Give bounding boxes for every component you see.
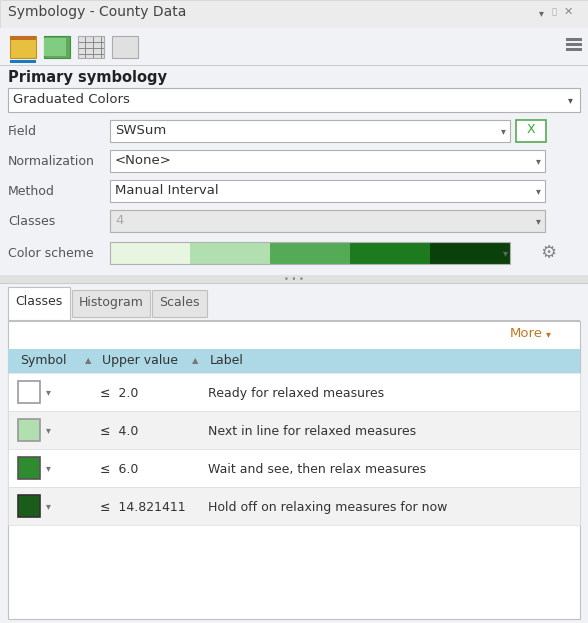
Text: ▾: ▾: [45, 501, 51, 511]
Text: Hold off on relaxing measures for now: Hold off on relaxing measures for now: [208, 501, 447, 514]
Bar: [44, 38, 66, 56]
Bar: [566, 48, 582, 50]
Text: ≤  4.0: ≤ 4.0: [100, 425, 138, 438]
Bar: [8, 373, 580, 411]
Text: Classes: Classes: [15, 295, 63, 308]
Bar: [350, 242, 430, 264]
Bar: [8, 88, 580, 112]
Bar: [18, 495, 40, 517]
Text: ▾: ▾: [45, 387, 51, 397]
Bar: [430, 242, 510, 264]
Text: Color scheme: Color scheme: [8, 247, 93, 260]
Text: Symbology - County Data: Symbology - County Data: [8, 5, 186, 19]
Bar: [18, 381, 40, 403]
Text: Upper value: Upper value: [102, 354, 178, 367]
Bar: [516, 120, 546, 142]
Text: X: X: [527, 123, 535, 136]
Bar: [10, 34, 38, 64]
Bar: [0, 28, 588, 78]
Text: More: More: [510, 327, 543, 340]
Text: Method: Method: [8, 185, 55, 198]
Bar: [566, 38, 582, 40]
Text: <None>: <None>: [115, 154, 172, 167]
Text: SWSum: SWSum: [115, 124, 166, 137]
Bar: [110, 180, 545, 202]
Text: Histogram: Histogram: [79, 296, 143, 309]
Bar: [0, 275, 588, 283]
Bar: [72, 290, 150, 317]
Text: ✕: ✕: [563, 7, 573, 17]
Bar: [8, 320, 580, 321]
Bar: [110, 210, 545, 232]
Bar: [112, 36, 138, 58]
Bar: [0, 65, 588, 66]
Bar: [0, 0, 588, 28]
Text: Primary symbology: Primary symbology: [8, 70, 167, 85]
Text: ▲: ▲: [192, 356, 198, 366]
Bar: [10, 36, 36, 58]
Text: Ready for relaxed measures: Ready for relaxed measures: [208, 387, 384, 400]
Bar: [10, 60, 36, 63]
Bar: [0, 283, 588, 284]
Text: Manual Interval: Manual Interval: [115, 184, 219, 197]
Bar: [110, 242, 190, 264]
Text: Next in line for relaxed measures: Next in line for relaxed measures: [208, 425, 416, 438]
Bar: [44, 36, 70, 58]
Text: Field: Field: [8, 125, 37, 138]
Bar: [8, 321, 580, 619]
Text: • • •: • • •: [284, 275, 304, 283]
Text: Wait and see, then relax measures: Wait and see, then relax measures: [208, 463, 426, 476]
Text: ⚙: ⚙: [540, 244, 556, 262]
Text: ≤  2.0: ≤ 2.0: [100, 387, 138, 400]
Text: ▾: ▾: [536, 186, 541, 196]
Text: Classes: Classes: [8, 215, 55, 228]
Text: Symbol: Symbol: [20, 354, 66, 367]
Text: ▾: ▾: [536, 156, 541, 166]
Text: ▾: ▾: [45, 425, 51, 435]
Bar: [190, 242, 270, 264]
Bar: [566, 43, 582, 45]
Text: ▾: ▾: [539, 8, 543, 18]
Text: Label: Label: [210, 354, 244, 367]
Bar: [8, 487, 580, 525]
Text: ▾: ▾: [45, 463, 51, 473]
Bar: [110, 242, 510, 264]
Bar: [8, 411, 580, 449]
Text: Graduated Colors: Graduated Colors: [13, 93, 130, 106]
Text: ▾: ▾: [501, 126, 506, 136]
Text: Scales: Scales: [159, 296, 199, 309]
Text: 4: 4: [115, 214, 123, 227]
Bar: [0, 284, 588, 320]
Text: ▾: ▾: [503, 248, 508, 258]
Bar: [270, 242, 350, 264]
Text: ≤  6.0: ≤ 6.0: [100, 463, 138, 476]
Bar: [8, 287, 70, 320]
Bar: [110, 150, 545, 172]
Text: ▾: ▾: [546, 329, 550, 339]
Bar: [110, 120, 510, 142]
Bar: [10, 36, 36, 40]
Bar: [78, 36, 104, 58]
Bar: [8, 349, 580, 373]
Text: ⬛: ⬛: [552, 7, 556, 16]
Text: ▾: ▾: [568, 95, 573, 105]
Bar: [18, 457, 40, 479]
Bar: [152, 290, 207, 317]
Text: ≤  14.821411: ≤ 14.821411: [100, 501, 186, 514]
Text: ▲: ▲: [85, 356, 91, 366]
Bar: [8, 449, 580, 487]
Text: Normalization: Normalization: [8, 155, 95, 168]
Bar: [18, 419, 40, 441]
Text: ▾: ▾: [536, 216, 541, 226]
